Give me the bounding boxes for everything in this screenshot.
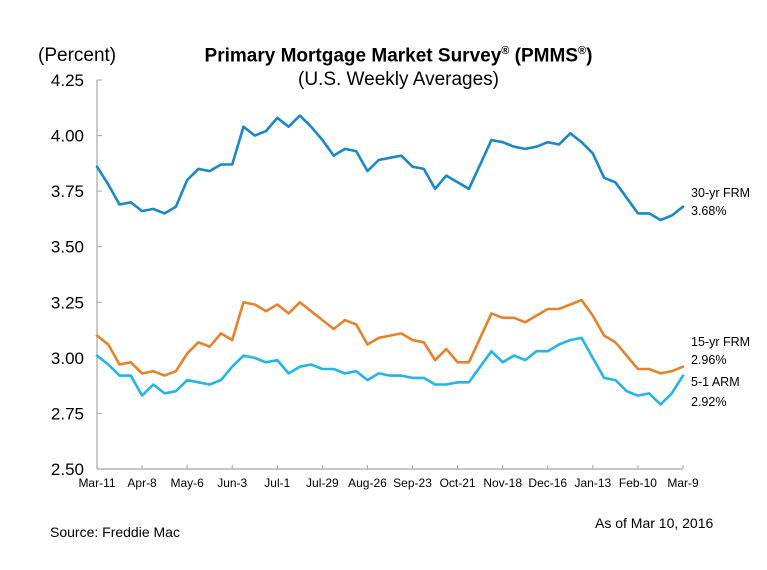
y-tick-label: 3.00	[51, 349, 84, 368]
x-tick-label: Jun-3	[217, 476, 247, 490]
series-label-name-15-yr-frm: 15-yr FRM	[691, 335, 750, 349]
y-tick-label: 3.75	[51, 182, 84, 201]
x-tick-label: Oct-21	[440, 476, 476, 490]
y-axis-unit-label: (Percent)	[38, 45, 117, 66]
chart-subtitle: (U.S. Weekly Averages)	[298, 69, 499, 90]
x-tick-label: May-6	[170, 476, 204, 490]
series-label-value-30-yr-frm: 3.68%	[691, 204, 726, 218]
x-tick-label: Jul-1	[264, 476, 290, 490]
x-tick-label: Sep-23	[393, 476, 432, 490]
x-tick-label: Aug-26	[348, 476, 387, 490]
chart-title: Primary Mortgage Market Survey® (PMMS®)	[0, 45, 767, 67]
series-label-value-5-1-arm: 2.92%	[691, 395, 726, 409]
as-of-date: As of Mar 10, 2016	[595, 515, 714, 531]
x-tick-label: Jul-29	[306, 476, 339, 490]
registered-mark: ®	[501, 45, 510, 57]
series-label-value-15-yr-frm: 2.96%	[691, 353, 726, 367]
chart-title-main: Primary Mortgage Market Survey	[204, 45, 502, 67]
y-tick-label: 2.75	[51, 404, 84, 423]
x-tick-label: Mar-9	[667, 476, 699, 490]
chart-title-paren: (PMMS	[509, 45, 578, 67]
series-layer	[95, 114, 685, 406]
x-tick-label: Mar-11	[78, 476, 115, 490]
series-label-name-5-1-arm: 5-1 ARM	[691, 375, 740, 389]
y-tick-label: 2.50	[51, 460, 84, 479]
y-tick-label: 3.50	[51, 238, 84, 257]
chart-title-paren-close: )	[586, 45, 593, 67]
series-label-name-30-yr-frm: 30-yr FRM	[691, 186, 750, 200]
source-note: Source: Freddie Mac	[50, 524, 180, 540]
registered-mark: ®	[578, 45, 587, 57]
x-tick-label: Nov-18	[483, 476, 522, 490]
y-tick-label: 3.25	[51, 293, 84, 312]
x-tick-label: Jan-13	[574, 476, 611, 490]
x-tick-label: Feb-10	[619, 476, 657, 490]
x-tick-label: Apr-8	[127, 476, 157, 490]
series-line-30-yr-frm	[95, 114, 685, 222]
y-tick-label: 4.00	[51, 127, 84, 146]
series-line-15-yr-frm	[95, 298, 685, 377]
x-tick-label: Dec-16	[528, 476, 567, 490]
y-tick-label: 4.25	[51, 71, 84, 90]
series-line-5-1-arm	[95, 336, 685, 406]
series-labels: 30-yr FRM 3.68% 15-yr FRM 2.96% 5-1 ARM 2.92%	[691, 186, 750, 409]
